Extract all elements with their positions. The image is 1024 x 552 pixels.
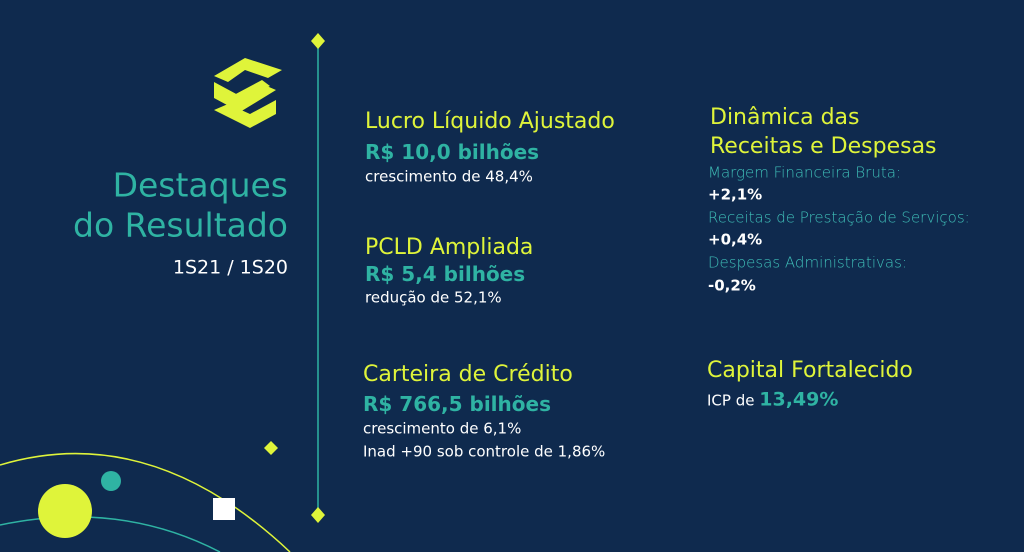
title: Destaques bbox=[112, 165, 288, 205]
arc bbox=[0, 452, 291, 552]
period: 1S21 / 1S20 bbox=[172, 256, 288, 279]
item-value: +2,1% bbox=[708, 185, 763, 204]
square bbox=[213, 498, 235, 520]
heading: Carteira de Crédito bbox=[363, 362, 573, 387]
diamond bbox=[264, 441, 278, 455]
diamond bbox=[311, 507, 325, 523]
heading: PCLD Ampliada bbox=[365, 235, 534, 260]
note: redução de 52,1% bbox=[365, 288, 502, 307]
note: Inad +90 sob controle de 1,86% bbox=[363, 442, 606, 461]
logo bbox=[214, 58, 282, 128]
diamond bbox=[311, 33, 325, 49]
item-value: -0,2% bbox=[708, 276, 756, 295]
item-value: +0,4% bbox=[708, 230, 763, 249]
amount: R$ 10,0 bilhões bbox=[365, 140, 540, 164]
heading: Capital Fortalecido bbox=[707, 358, 913, 383]
dot bbox=[38, 484, 92, 538]
prefix: ICP de bbox=[707, 391, 755, 410]
amount: R$ 5,4 bilhões bbox=[365, 262, 526, 286]
arc bbox=[0, 516, 221, 552]
item-label: Despesas Administrativas: bbox=[708, 253, 907, 272]
capital-line: ICP de 13,49% bbox=[707, 388, 839, 411]
note: crescimento de 6,1% bbox=[363, 419, 522, 438]
amount: R$ 766,5 bilhões bbox=[363, 392, 551, 416]
heading: Dinâmica das bbox=[710, 105, 860, 130]
item-label: Receitas de Prestação de Serviços: bbox=[708, 208, 970, 227]
item-label: Margem Financeira Bruta: bbox=[708, 163, 901, 182]
title: do Resultado bbox=[73, 205, 288, 245]
note: crescimento de 48,4% bbox=[365, 167, 533, 186]
heading: Lucro Líquido Ajustado bbox=[365, 109, 615, 134]
ratio: 13,49% bbox=[759, 388, 839, 411]
dot bbox=[101, 471, 121, 491]
heading: Receitas e Despesas bbox=[710, 134, 937, 159]
